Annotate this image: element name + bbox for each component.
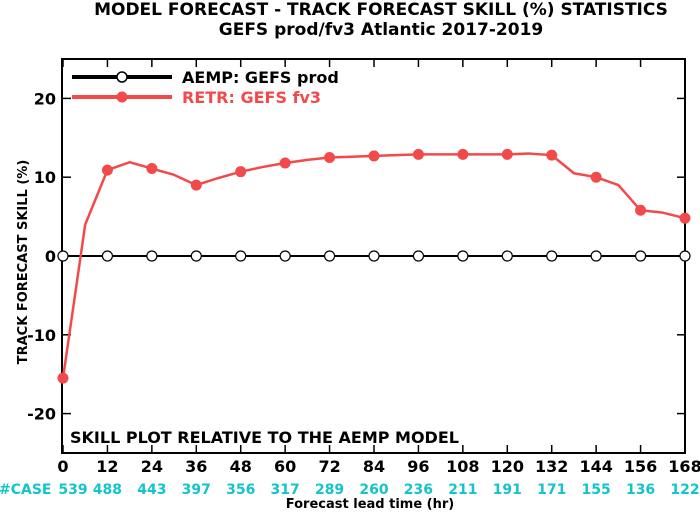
series-line-retr — [61, 152, 686, 379]
data-point-aemp — [412, 250, 425, 262]
x-tick-label: 48 — [230, 457, 252, 476]
x-tick-label: 36 — [185, 457, 207, 476]
data-point-retr — [635, 204, 647, 216]
x-tick-label: 132 — [535, 457, 568, 476]
x-tick-label: 144 — [579, 457, 612, 476]
y-axis-ticks: 20 10 0 -10 -20 — [27, 89, 685, 424]
x-tick-label: 0 — [57, 457, 68, 476]
data-point-aemp — [323, 250, 336, 262]
case-count: 443 — [137, 482, 166, 498]
x-tick-label: 24 — [141, 457, 163, 476]
chart-subtitle: GEFS prod/fv3 Atlantic 2017-2019 — [219, 20, 544, 40]
data-point-retr — [501, 148, 513, 160]
case-count: 211 — [448, 482, 477, 498]
data-point-retr — [324, 152, 336, 163]
y-tick-label: -20 — [27, 405, 56, 424]
data-point-retr — [101, 164, 113, 176]
case-count: 260 — [359, 482, 388, 498]
data-point-retr — [190, 179, 202, 191]
data-point-aemp — [57, 250, 69, 262]
x-tick-label: 12 — [96, 457, 118, 476]
data-point-retr — [146, 163, 158, 175]
data-point-aemp — [368, 250, 380, 262]
case-count: 289 — [315, 482, 344, 498]
case-count: 136 — [626, 482, 655, 498]
data-point-aemp — [235, 250, 247, 262]
y-tick-label: 20 — [34, 89, 56, 108]
data-point-aemp — [101, 250, 114, 262]
skill-plot-annotation: SKILL PLOT RELATIVE TO THE AEMP MODEL — [70, 428, 459, 447]
case-count: 317 — [271, 482, 300, 498]
legend-label-aemp: AEMP: GEFS prod — [182, 68, 339, 87]
x-tick-label: 96 — [407, 457, 429, 476]
y-tick-label: -10 — [27, 326, 56, 345]
data-point-retr — [235, 166, 247, 178]
data-point-aemp — [501, 250, 513, 262]
data-point-aemp — [457, 250, 469, 262]
series-layer — [57, 148, 691, 384]
case-count: 155 — [582, 482, 611, 498]
data-point-aemp — [634, 250, 647, 262]
x-tick-label: 108 — [446, 457, 479, 476]
x-tick-label: 120 — [491, 457, 524, 476]
case-count: 171 — [537, 482, 566, 498]
case-count: 539 — [58, 482, 87, 498]
x-tick-label: 156 — [624, 457, 657, 476]
x-tick-label: 72 — [318, 457, 340, 476]
x-tick-label: 60 — [274, 457, 296, 476]
chart-title: MODEL FORECAST - TRACK FORECAST SKILL (%… — [94, 0, 668, 20]
data-point-retr — [457, 148, 469, 160]
x-tick-label: 84 — [363, 457, 385, 476]
legend-marker-aemp — [116, 71, 128, 83]
case-count: 356 — [226, 482, 255, 498]
y-tick-label: 10 — [34, 168, 56, 187]
x-axis-label: Forecast lead time (hr) — [286, 497, 454, 512]
data-point-retr — [412, 148, 424, 160]
legend-label-retr: RETR: GEFS fv3 — [182, 88, 321, 107]
y-tick-label: 0 — [45, 247, 56, 266]
data-point-retr — [279, 157, 291, 169]
data-point-retr — [546, 149, 558, 161]
data-point-aemp — [146, 250, 158, 262]
data-point-aemp — [679, 250, 691, 262]
data-point-aemp — [590, 250, 602, 262]
data-point-retr — [57, 372, 69, 384]
data-point-aemp — [190, 250, 202, 262]
case-count: 397 — [182, 482, 211, 498]
legend: AEMP: GEFS prod RETR: GEFS fv3 — [72, 68, 339, 107]
case-count: 236 — [404, 482, 433, 498]
data-point-aemp — [279, 250, 291, 262]
data-point-retr — [590, 171, 602, 183]
data-point-aemp — [546, 250, 558, 262]
case-label: #CASE — [0, 482, 52, 498]
legend-marker-retr — [116, 91, 128, 103]
data-point-retr — [679, 212, 691, 224]
x-axis-ticks: 0 12 24 36 48 60 72 84 96 108 120 132 144 156 168 — [57, 59, 700, 476]
y-axis-label: TRACK FORECAST SKILL (%) — [16, 160, 31, 365]
x-tick-label: 168 — [668, 457, 700, 476]
data-point-retr — [368, 150, 380, 162]
case-count: 122 — [670, 482, 699, 498]
case-count: 191 — [493, 482, 522, 498]
case-count: 488 — [93, 482, 122, 498]
case-counts: 539 488 443 397 356 317 289 260 236 211 191 171 155 1… — [58, 482, 699, 498]
